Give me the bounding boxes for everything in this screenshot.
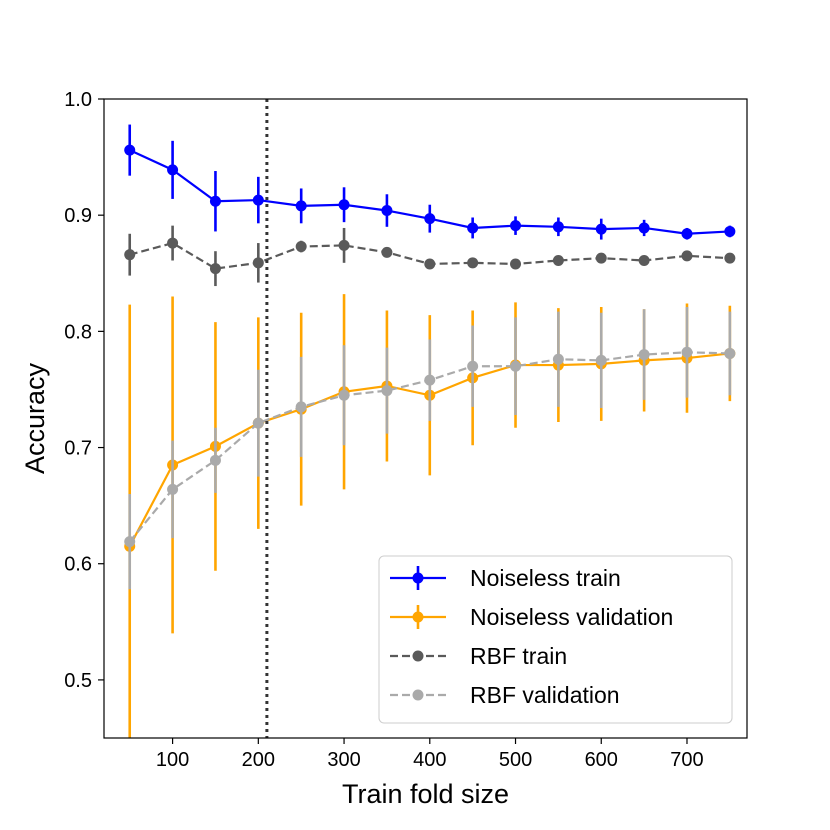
data-point [724,252,736,264]
data-point [124,249,136,261]
data-point [295,200,307,212]
data-point [295,241,307,253]
data-point [638,254,650,266]
y-axis-title: Accuracy [20,362,50,474]
data-point [381,205,393,217]
legend: Noiseless train Noiseless validation RBF t… [378,555,733,724]
data-point [552,353,564,365]
data-point [124,144,136,156]
data-point [724,225,736,237]
data-point [467,257,479,269]
x-tick-label: 500 [499,749,532,771]
data-point [638,349,650,361]
legend-box [378,555,733,724]
data-point [124,536,136,548]
data-point [252,257,264,269]
data-point [595,252,607,264]
data-point [167,483,179,495]
series-2 [124,225,736,287]
y-tick-label: 0.6 [64,554,92,576]
y-tick-label: 0.8 [64,321,92,343]
data-point [381,246,393,258]
data-point [424,258,436,270]
legend-label: RBF train [470,643,567,669]
data-point [681,228,693,240]
x-axis-title: Train fold size [342,779,509,809]
x-tick-label: 600 [585,749,618,771]
data-point [252,417,264,429]
y-tick-label: 1.0 [64,89,92,111]
x-tick-label: 200 [242,749,275,771]
data-point [510,258,522,270]
data-point [510,360,522,372]
series-0 [124,124,736,240]
data-point [681,346,693,358]
data-point [467,222,479,234]
data-point [552,221,564,233]
data-point [167,237,179,249]
data-point [209,263,221,275]
x-tick-label: 100 [156,749,189,771]
y-tick-label: 0.7 [64,438,92,460]
legend-marker [412,572,424,584]
data-point [295,401,307,413]
data-point [381,385,393,397]
y-tick-label: 0.9 [64,205,92,227]
x-tick-label: 300 [327,749,360,771]
axes: 100 200 300 400 500 600 700 0.5 0.6 0.7 0.8 0.9 1.0 [64,89,703,771]
data-point [424,374,436,386]
data-point [595,223,607,235]
data-point [338,389,350,401]
data-point [167,164,179,176]
data-point [209,454,221,466]
series-3 [124,306,736,590]
legend-marker [412,650,424,662]
data-point [638,222,650,234]
data-point [681,250,693,262]
x-tick-label: 400 [413,749,446,771]
legend-label: Noiseless train [470,565,621,591]
data-point [252,194,264,206]
data-point [338,199,350,211]
data-point [467,360,479,372]
data-point [510,220,522,232]
data-point [209,195,221,207]
plot-area [124,99,736,738]
x-tick-label: 700 [670,749,703,771]
legend-marker [412,611,424,623]
legend-label: RBF validation [470,682,620,708]
data-point [595,354,607,366]
legend-marker [412,689,424,701]
legend-label: Noiseless validation [470,604,673,630]
data-point [552,254,564,266]
data-point [424,213,436,225]
y-tick-label: 0.5 [64,670,92,692]
plot-frame [103,98,748,739]
data-point [724,347,736,359]
data-point [338,239,350,251]
